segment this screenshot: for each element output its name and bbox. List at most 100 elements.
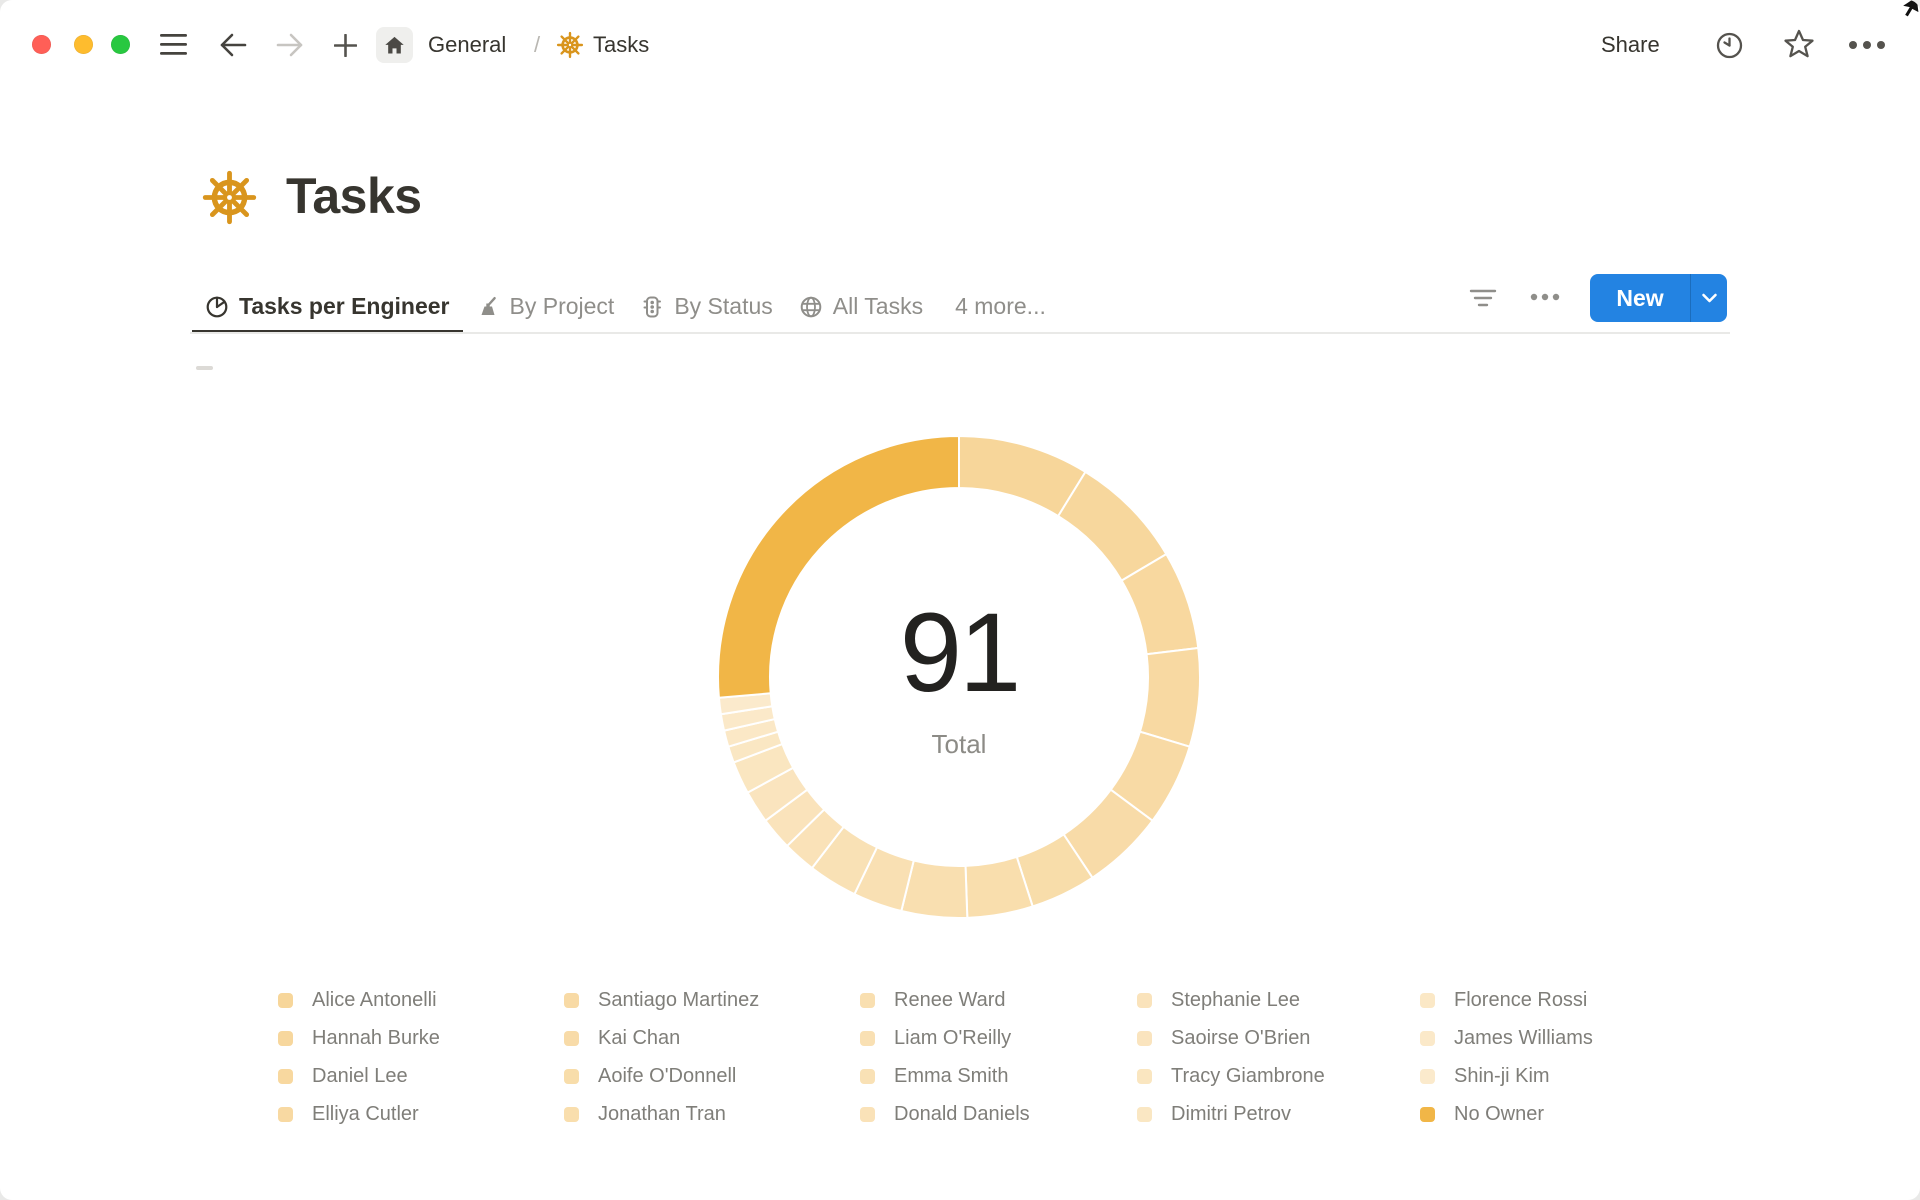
donut-segment-no-owner[interactable] [717,435,960,699]
legend-item-james-williams[interactable]: James Williams [1420,1019,1593,1057]
breadcrumb-page[interactable]: Tasks [593,31,649,59]
favorite-star-icon[interactable] [1782,27,1816,61]
legend-item-kai-chan[interactable]: Kai Chan [564,1019,759,1057]
mouse-cursor [1895,0,1920,27]
filter-sort-icon[interactable] [1469,288,1497,308]
legend-item-emma-smith[interactable]: Emma Smith [860,1057,1030,1095]
globe-icon [799,295,823,319]
legend-label: Kai Chan [598,1026,681,1049]
legend-item-hannah-burke[interactable]: Hannah Burke [278,1019,440,1057]
legend-label: Stephanie Lee [1171,988,1301,1011]
page-icon-helm-wheel-icon[interactable] [201,169,258,226]
legend-swatch [1420,992,1435,1008]
tab-by-project[interactable]: By Project [463,283,628,333]
chart-total-value: 91 [899,590,1022,715]
legend-item-daniel-lee[interactable]: Daniel Lee [278,1057,440,1095]
tab-tasks-per-engineer[interactable]: Tasks per Engineer [192,283,463,333]
legend-swatch [278,1030,293,1046]
tab-all-tasks[interactable]: All Tasks [786,283,936,333]
legend-label: Hannah Burke [312,1026,440,1049]
legend-item-elliya-cutler[interactable]: Elliya Cutler [278,1095,440,1133]
helm-wheel-icon [556,31,584,59]
tab-label: By Status [674,293,773,319]
breadcrumb-separator: / [534,32,541,57]
share-button[interactable]: Share [1601,31,1660,59]
legend-label: Saoirse O'Brien [1171,1026,1311,1049]
legend-label: Santiago Martinez [598,988,760,1011]
legend-item-florence-rossi[interactable]: Florence Rossi [1420,981,1593,1019]
home-icon [385,36,404,54]
legend-item-alice-antonelli[interactable]: Alice Antonelli [278,981,440,1019]
legend-swatch [564,1068,579,1084]
legend-swatch [564,1030,579,1046]
legend-label: James Williams [1454,1026,1593,1049]
view-tabs: Tasks per Engineer By Project By Status All… [192,283,1059,333]
new-tab-plus-icon[interactable] [334,34,357,57]
updates-clock-icon[interactable] [1713,29,1746,62]
inkwell-icon [476,295,500,319]
tab-label: All Tasks [832,293,924,319]
legend-swatch [860,992,875,1008]
new-button[interactable]: New [1616,284,1664,311]
legend-item-donald-daniels[interactable]: Donald Daniels [860,1095,1030,1133]
page-title[interactable]: Tasks [286,168,422,224]
chart-total-label: Total [931,729,987,759]
sidebar-menu-icon[interactable] [160,33,187,56]
breadcrumb-workspace[interactable]: General [428,31,506,59]
legend-label: Florence Rossi [1454,988,1588,1011]
legend-label: Dimitri Petrov [1171,1102,1292,1125]
legend-item-tracy-giambrone[interactable]: Tracy Giambrone [1137,1057,1325,1095]
legend-label: No Owner [1454,1102,1545,1125]
window-close-button[interactable] [32,35,51,54]
more-options-icon[interactable] [1848,40,1886,50]
pie-chart-icon [205,295,229,319]
legend-swatch [1137,1068,1152,1084]
window-zoom-button[interactable] [111,35,130,54]
window-minimize-button[interactable] [74,35,93,54]
legend-column: Alice Antonelli Hannah Burke Daniel Lee Ell… [278,981,440,1133]
legend-swatch [1137,1106,1152,1122]
legend-label: Alice Antonelli [312,988,437,1011]
legend-swatch [860,1068,875,1084]
view-options-icon[interactable] [1530,293,1560,301]
legend-item-renee-ward[interactable]: Renee Ward [860,981,1030,1019]
legend-item-no-owner[interactable]: No Owner [1420,1095,1593,1133]
legend-item-jonathan-tran[interactable]: Jonathan Tran [564,1095,759,1133]
legend-swatch [1420,1030,1435,1046]
legend-swatch [1137,992,1152,1008]
legend-swatch [860,1106,875,1122]
legend-label: Emma Smith [894,1064,1009,1087]
legend-label: Renee Ward [894,988,1006,1011]
tab-label: By Project [509,293,615,319]
forward-icon[interactable] [276,32,304,58]
legend-label: Aoife O'Donnell [598,1064,737,1087]
legend-item-aoife-o-donnell[interactable]: Aoife O'Donnell [564,1057,759,1095]
legend-label: Donald Daniels [894,1102,1030,1125]
tab-by-status[interactable]: By Status [627,283,785,333]
legend-item-shin-ji-kim[interactable]: Shin-ji Kim [1420,1057,1593,1095]
breadcrumb-page-label: Tasks [593,32,650,57]
legend-label: Daniel Lee [312,1064,408,1087]
tabs-divider [190,332,1730,334]
tasks-donut-chart [717,435,1201,919]
legend-item-dimitri-petrov[interactable]: Dimitri Petrov [1137,1095,1325,1133]
traffic-light-icon [640,295,664,319]
donut-segment-elliya-cutler[interactable] [1138,646,1201,748]
legend-column: Santiago Martinez Kai Chan Aoife O'Donnell… [564,981,759,1133]
back-icon[interactable] [219,32,247,58]
legend-swatch [278,1068,293,1084]
legend-label: Shin-ji Kim [1454,1064,1550,1087]
legend-item-liam-o-reilly[interactable]: Liam O'Reilly [860,1019,1030,1057]
legend-item-stephanie-lee[interactable]: Stephanie Lee [1137,981,1325,1019]
collection-drag-handle [196,366,213,370]
new-dropdown-button[interactable] [1691,274,1727,322]
legend-item-santiago-martinez[interactable]: Santiago Martinez [564,981,759,1019]
legend-swatch [1420,1068,1435,1084]
share-label: Share [1601,32,1660,57]
tab-more[interactable]: 4 more... [955,293,1046,319]
tab-label: Tasks per Engineer [239,293,450,319]
legend-item-saoirse-o-brien[interactable]: Saoirse O'Brien [1137,1019,1325,1057]
home-button[interactable] [376,27,413,63]
legend-column: Renee Ward Liam O'Reilly Emma Smith Donald … [860,981,1030,1133]
